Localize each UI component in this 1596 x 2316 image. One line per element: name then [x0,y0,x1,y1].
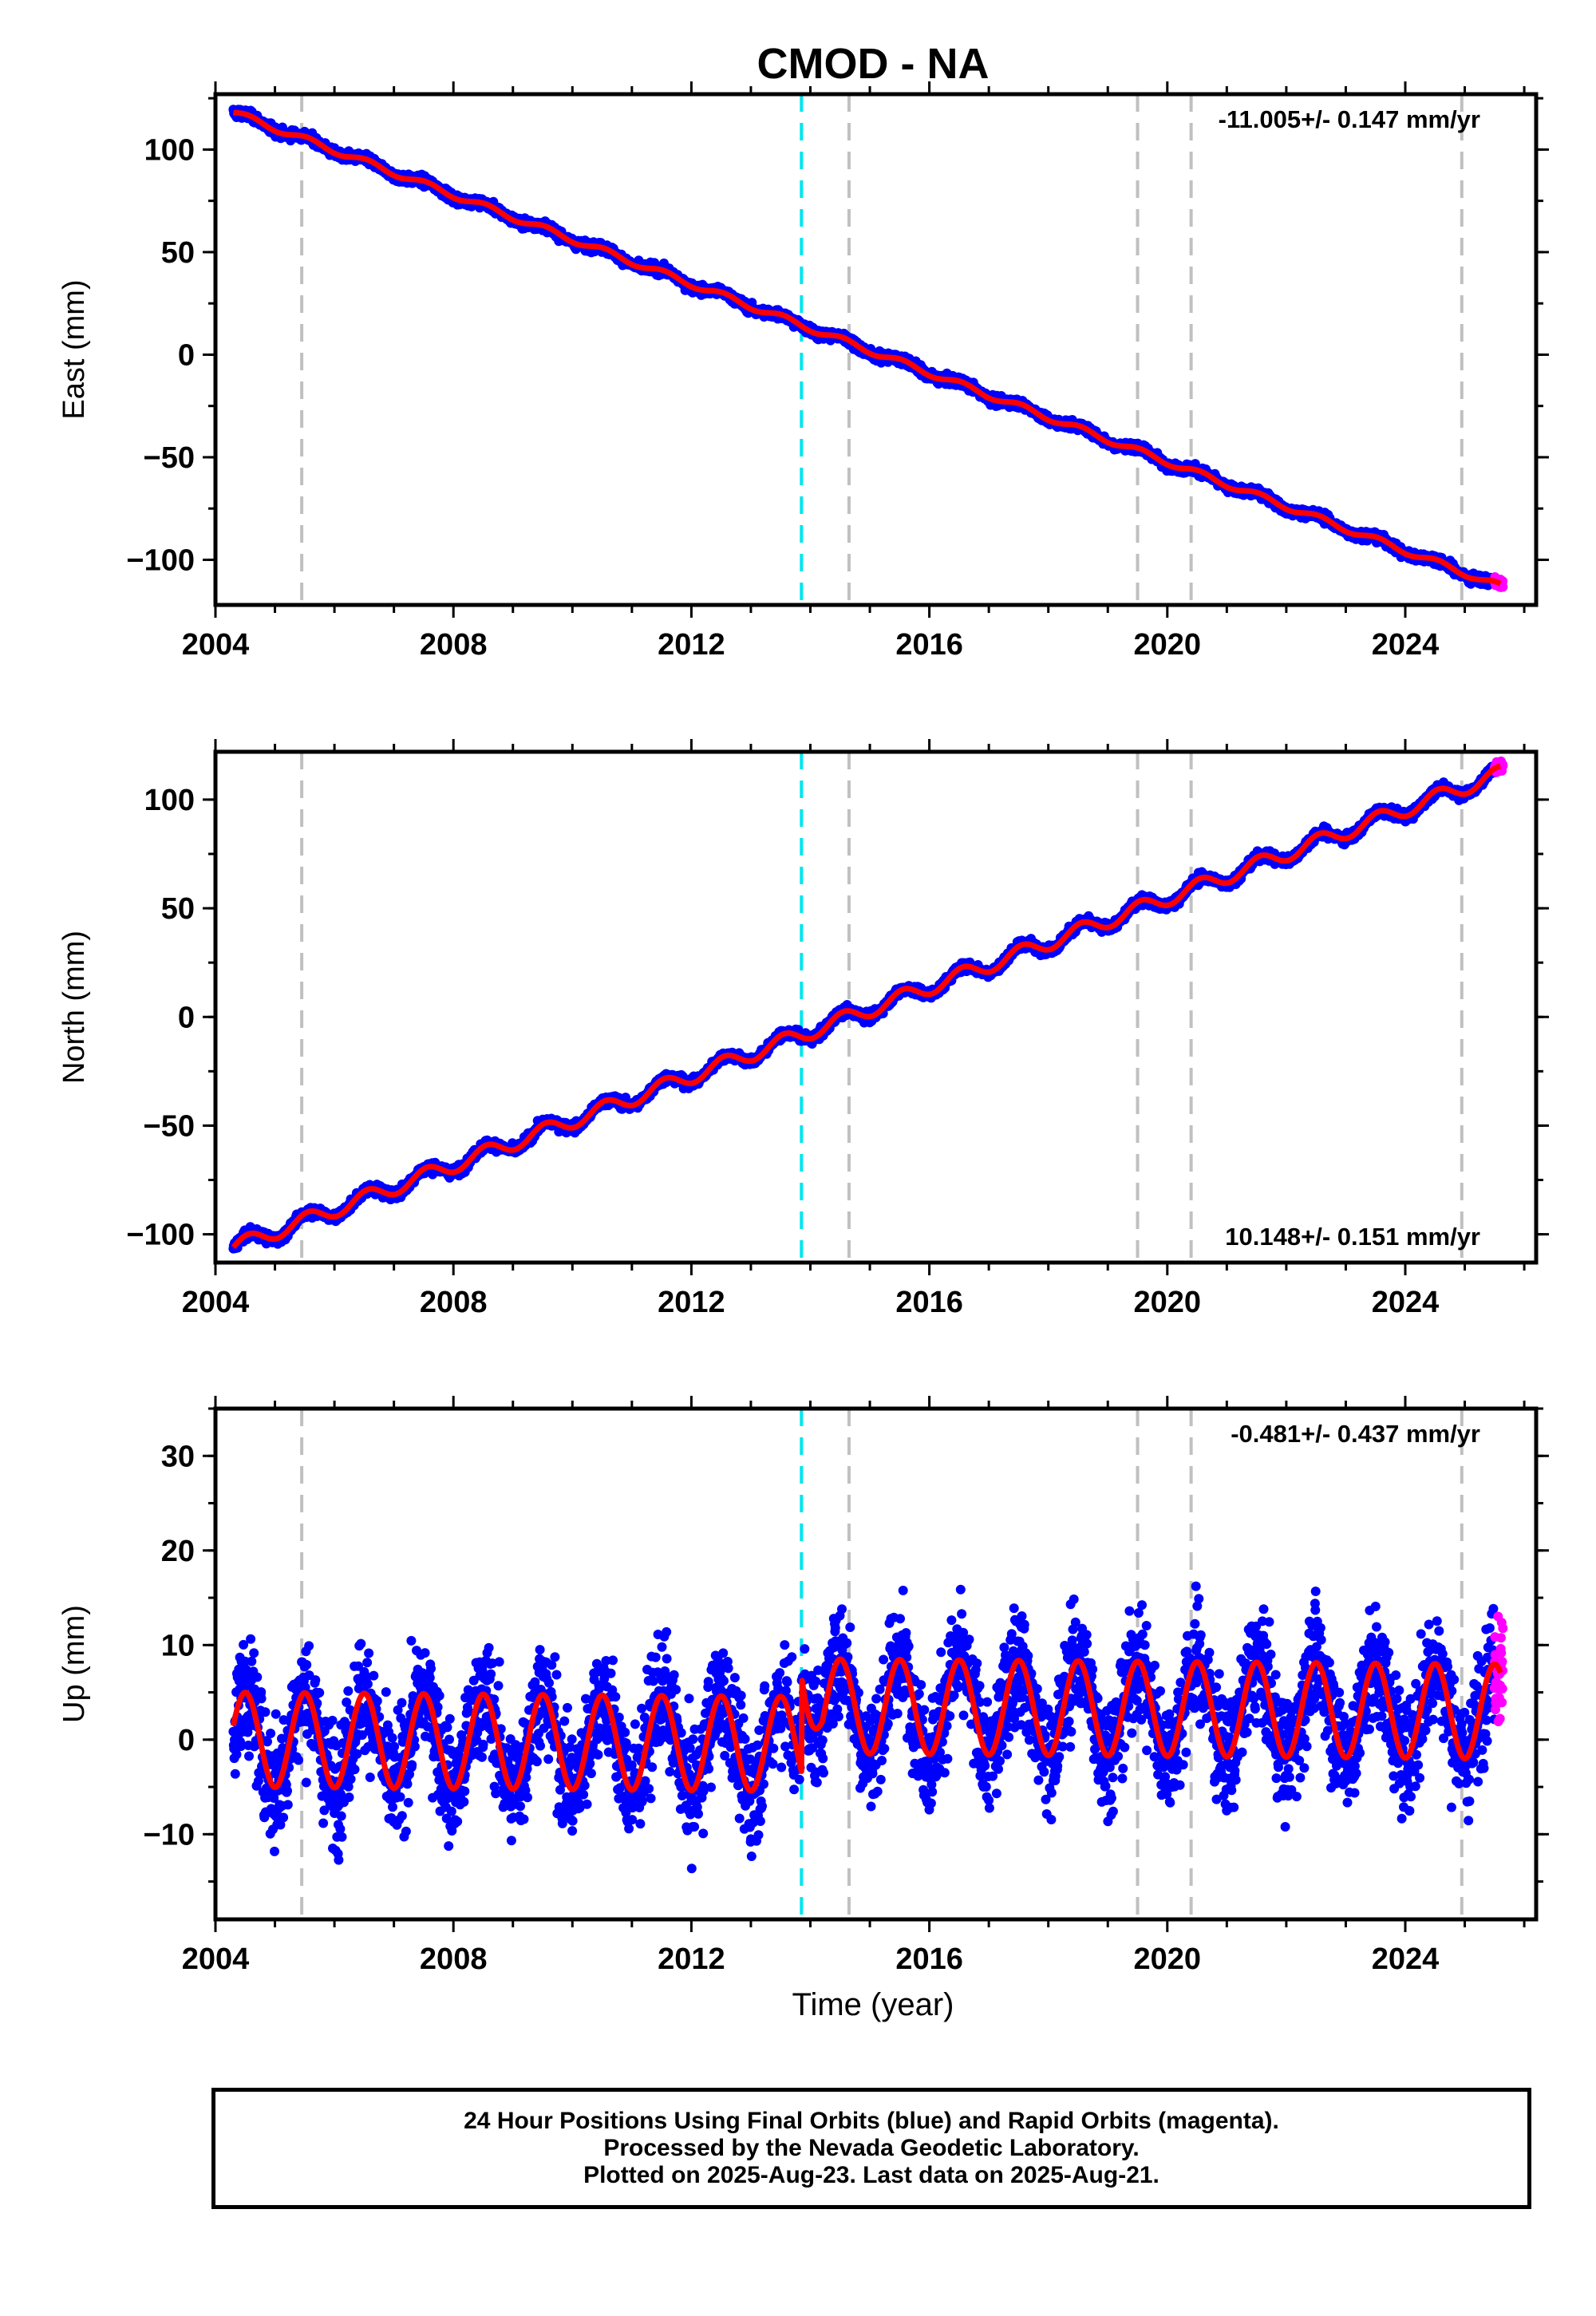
chart-title: CMOD - NA [757,40,990,88]
final-orbit-points [228,761,1499,1254]
east-panel: 2004 2008 2012 2016 2020 2024 100 50 0 −50 −100 Eas… [57,81,1549,662]
plot-area [228,752,1508,1263]
y-tick-label: 50 [161,236,195,270]
x-tick-label: 2012 [658,628,725,662]
y-tick-label: 100 [144,133,195,167]
x-tick-label: 2024 [1372,628,1440,662]
plot-area [228,94,1508,605]
x-tick-label: 2016 [895,628,963,662]
y-tick-label: −50 [144,441,195,475]
y-tick-label: −100 [126,543,195,577]
y-tick-label: 0 [178,338,195,372]
north-panel: 2004 2008 2012 2016 2020 2024100500−50−100Nor… [57,739,1549,1319]
y-axis-label: East (mm) [57,279,91,419]
x-tick-label: 2008 [420,628,488,662]
x-tick-label: 2004 [182,628,250,662]
velocity-label: -11.005+/- 0.147 mm/yr [1219,105,1480,133]
x-tick-label: 2020 [1134,628,1202,662]
